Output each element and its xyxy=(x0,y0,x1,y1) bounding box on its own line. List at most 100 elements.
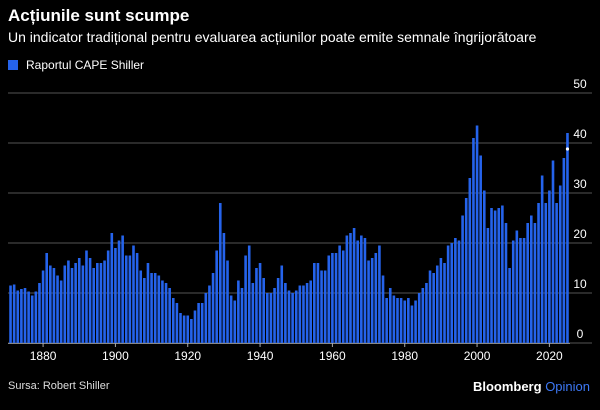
bar xyxy=(464,198,468,343)
bar xyxy=(197,303,200,343)
bar xyxy=(305,283,309,343)
bar xyxy=(63,265,67,343)
bar xyxy=(182,315,186,343)
bar xyxy=(327,255,331,343)
bar xyxy=(403,300,407,343)
bar xyxy=(168,288,171,343)
bar xyxy=(92,268,96,343)
bar xyxy=(562,158,566,343)
bar xyxy=(345,235,349,343)
bar xyxy=(417,293,421,343)
bar xyxy=(497,208,501,343)
bar xyxy=(276,278,280,343)
bar xyxy=(475,125,479,343)
bar xyxy=(338,245,341,343)
brand-main: Bloomberg xyxy=(472,379,542,394)
bar xyxy=(316,263,320,343)
y-tick-label: 50 xyxy=(573,77,587,91)
bar xyxy=(537,203,540,343)
x-tick-label: 1940 xyxy=(247,349,274,363)
y-tick-label: 30 xyxy=(573,177,587,191)
bar xyxy=(482,190,486,343)
bar xyxy=(486,228,490,343)
bar xyxy=(544,203,548,343)
bar xyxy=(370,258,374,343)
bar xyxy=(450,243,454,343)
bar xyxy=(515,230,519,343)
bar xyxy=(85,250,88,343)
bar xyxy=(229,295,233,343)
bar xyxy=(52,268,56,343)
bar xyxy=(135,253,139,343)
bar xyxy=(186,315,190,343)
bar xyxy=(396,298,399,343)
legend-label: Raportul CAPE Shiller xyxy=(26,58,145,72)
chart-subtitle: Un indicator tradițional pentru evaluare… xyxy=(8,29,537,45)
bar xyxy=(526,223,529,343)
bar xyxy=(454,238,457,343)
bar xyxy=(12,284,16,343)
bar xyxy=(262,278,265,343)
bar xyxy=(218,203,222,343)
bar xyxy=(508,268,511,343)
bar xyxy=(161,280,164,343)
bar xyxy=(103,260,106,343)
bar xyxy=(493,210,497,343)
bar xyxy=(352,228,356,343)
bar xyxy=(566,133,569,343)
x-tick-label: 1900 xyxy=(102,349,129,363)
bar xyxy=(114,248,117,343)
bar xyxy=(378,245,381,343)
bar xyxy=(59,280,63,343)
y-tick-label: 20 xyxy=(573,227,587,241)
bar xyxy=(461,215,464,343)
bar xyxy=(291,293,294,343)
bar xyxy=(34,291,38,343)
bar xyxy=(435,265,439,343)
x-tick-label: 1960 xyxy=(319,349,346,363)
bar xyxy=(320,270,323,343)
bar xyxy=(504,223,508,343)
bar xyxy=(522,238,526,343)
bar xyxy=(392,295,396,343)
bar xyxy=(381,275,385,343)
bar xyxy=(27,291,30,343)
bar xyxy=(519,238,522,343)
bar xyxy=(124,255,128,343)
bar xyxy=(247,245,251,343)
bar xyxy=(157,275,161,343)
bar xyxy=(432,273,435,343)
bar xyxy=(96,263,99,343)
bar xyxy=(363,238,367,343)
bar xyxy=(146,263,150,343)
chart-title: Acțiunile sunt scumpe xyxy=(8,6,190,25)
bar xyxy=(331,253,334,343)
brand-logo: Bloomberg Opinion xyxy=(473,379,590,394)
bar xyxy=(9,285,12,343)
bar xyxy=(410,305,414,343)
bar xyxy=(128,255,132,343)
bar xyxy=(530,215,533,343)
source-note: Sursa: Robert Shiller xyxy=(8,380,110,392)
bar xyxy=(490,208,493,343)
legend: Raportul CAPE Shiller xyxy=(8,58,144,72)
bar xyxy=(215,250,218,343)
bar xyxy=(208,285,211,343)
bar xyxy=(548,190,551,343)
bar xyxy=(81,265,85,343)
x-tick-label: 1920 xyxy=(174,349,201,363)
x-tick-label: 2000 xyxy=(464,349,491,363)
bar xyxy=(200,303,204,343)
bar xyxy=(179,313,182,343)
bar xyxy=(244,255,247,343)
bar xyxy=(399,298,403,343)
bar xyxy=(211,273,215,343)
bar xyxy=(171,298,175,343)
bar xyxy=(555,203,558,343)
bar xyxy=(323,270,327,343)
bar xyxy=(313,263,316,343)
bar xyxy=(388,288,392,343)
bar xyxy=(67,260,70,343)
bar xyxy=(237,280,240,343)
